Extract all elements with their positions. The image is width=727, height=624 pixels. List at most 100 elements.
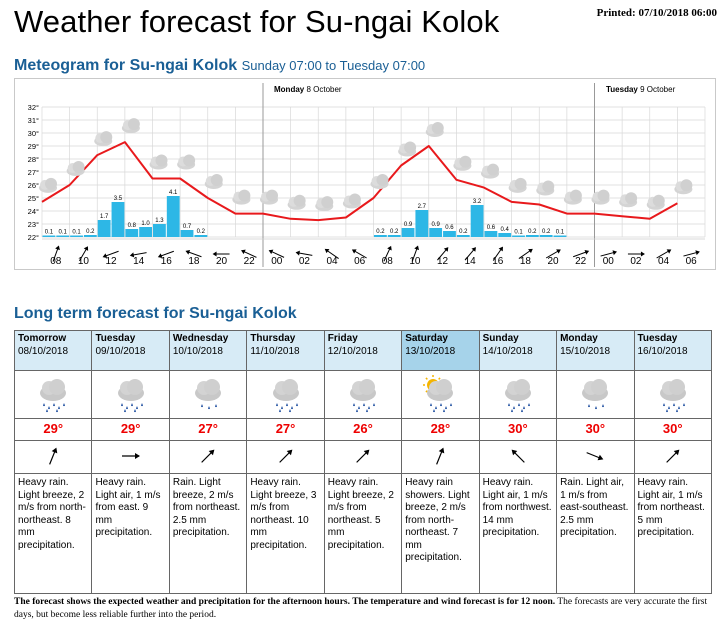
weather-symbol-icon: [591, 189, 610, 205]
day-name: Thursday: [250, 333, 296, 344]
temperature: 29°: [91, 418, 170, 441]
y-tick-label: 32°: [28, 103, 39, 112]
weather-symbol-icon: [39, 177, 57, 193]
precipitation-label: 0.2: [528, 229, 537, 235]
wind-row: [13, 440, 712, 474]
weather-symbol-icon: [287, 194, 306, 210]
weather-symbol-icon: [425, 122, 444, 137]
wind-arrow-icon: [411, 245, 419, 262]
meteogram-heading: Meteogram for Su-ngai Kolok Sunday 07:00…: [14, 57, 425, 75]
precipitation-bar: [429, 228, 443, 237]
cloud-rain-icon: [40, 379, 67, 413]
precipitation-bar: [484, 231, 498, 237]
wind-cell: [401, 440, 480, 474]
day-date: 09/10/2018: [95, 346, 146, 357]
wind-arrow-icon: [665, 449, 680, 463]
day-date: 16/10/2018: [637, 346, 688, 357]
wind-arrow-icon: [79, 246, 89, 262]
temperature: 30°: [633, 418, 712, 441]
precipitation-bar: [470, 205, 484, 237]
wind-arrow-icon: [656, 249, 672, 259]
precipitation-label: 3.5: [114, 196, 123, 202]
y-tick-label: 26°: [28, 181, 39, 190]
precipitation-bar: [42, 235, 56, 237]
cloud-rain-icon: [117, 379, 144, 413]
wind-cell: [556, 440, 635, 474]
long-term-title: Long term forecast for Su-ngai Kolok: [14, 305, 297, 322]
cloud-rain-light-icon: [582, 379, 609, 410]
precipitation-bar: [70, 235, 83, 237]
y-tick-label: 30°: [28, 129, 39, 138]
weather-icon-cell: [91, 370, 170, 419]
x-tick-label: 14: [133, 256, 145, 267]
x-tick-label: 08: [50, 256, 62, 267]
x-tick-label: 22: [244, 256, 256, 267]
meteogram-title: Meteogram for Su-ngai Kolok: [14, 57, 238, 74]
wind-arrow-icon: [351, 249, 367, 259]
day-header: Monday 15/10/2018: [556, 330, 635, 371]
x-tick-label: 12: [106, 256, 118, 267]
precipitation-label: 1.7: [100, 214, 109, 220]
temperature: 29°: [13, 418, 93, 441]
weather-icon-cell: [401, 370, 480, 419]
x-tick-label: 18: [188, 256, 200, 267]
wind-arrow-icon: [49, 447, 58, 465]
x-tick-label: 04: [658, 256, 670, 267]
weather-symbol-icon: [149, 154, 168, 170]
x-tick-label: 00: [603, 256, 615, 267]
day-date: 14/10/2018: [482, 346, 533, 357]
cloud-rain-icon: [659, 379, 686, 413]
wind-arrow-icon: [121, 453, 140, 459]
weather-symbol-icon: [121, 118, 140, 134]
precipitation-bar: [111, 202, 125, 237]
precipitation-bar: [166, 196, 180, 237]
weather-symbol-icon: [315, 196, 334, 212]
long-term-table: Tomorrow 08/10/2018 Tuesday 09/10/2018 Wedne…: [13, 330, 712, 594]
precipitation-label: 0.6: [445, 225, 454, 231]
wind-arrow-icon: [586, 452, 604, 461]
precipitation-label: 0.6: [487, 225, 496, 231]
weather-icon-cell: [246, 370, 325, 419]
x-tick-label: 10: [409, 256, 421, 267]
weather-symbol-icon: [536, 180, 555, 196]
wind-arrow-icon: [52, 245, 60, 262]
day-name: Friday: [327, 333, 358, 344]
day-header: Tuesday 09/10/2018: [91, 330, 170, 371]
wind-arrow-icon: [600, 250, 618, 257]
precipitation-label: 0.1: [72, 230, 81, 236]
x-tick-label: 16: [492, 256, 504, 267]
wind-cell: [91, 440, 170, 474]
meteogram-svg: 32° 31° 30° 29° 28° 27° 26° 25° 24° 23° 22° 0.1 0.1 0…: [28, 83, 706, 267]
precipitation-label: 2.7: [418, 204, 427, 210]
x-tick-label: 20: [216, 256, 228, 267]
precipitation-label: 0.1: [59, 230, 68, 236]
precipitation-bar: [512, 235, 525, 237]
y-tick-label: 25°: [28, 194, 39, 203]
wind-arrow-icon: [185, 249, 202, 258]
wind-arrow-icon: [157, 250, 175, 259]
forecast-description: Rain. Light air, 1 m/s from east-southea…: [556, 473, 635, 594]
temperature: 28°: [401, 418, 480, 441]
forecast-description: Heavy rain. Light breeze, 2 m/s from nor…: [13, 473, 93, 594]
printed-timestamp: Printed: 07/10/2018 06:00: [596, 7, 717, 19]
precipitation-label: 0.2: [376, 229, 385, 235]
weather-icon-cell: [556, 370, 635, 419]
precipitation-label: 0.1: [514, 230, 523, 236]
precipitation-label: 1.3: [155, 218, 164, 224]
precipitation-bar: [194, 235, 208, 237]
precipitation-bar: [525, 235, 539, 237]
y-tick-label: 27°: [28, 168, 39, 177]
day-date: 13/10/2018: [405, 346, 456, 357]
precipitation-label: 0.8: [128, 223, 137, 229]
x-tick-label: 00: [271, 256, 283, 267]
wind-cell: [13, 440, 93, 474]
forecast-description: Heavy rain showers. Light breeze, 2 m/s …: [401, 473, 480, 594]
cloud-rain-icon: [272, 379, 299, 413]
wind-arrow-icon: [627, 251, 645, 257]
forecast-description: Heavy rain. Light breeze, 2 m/s from nor…: [323, 473, 403, 594]
precipitation-bar: [374, 235, 387, 237]
weather-icon-cell: [168, 370, 248, 419]
wind-arrow-icon: [324, 248, 339, 259]
precipitation-bar: [83, 235, 97, 237]
day-name: Tuesday: [637, 333, 678, 344]
